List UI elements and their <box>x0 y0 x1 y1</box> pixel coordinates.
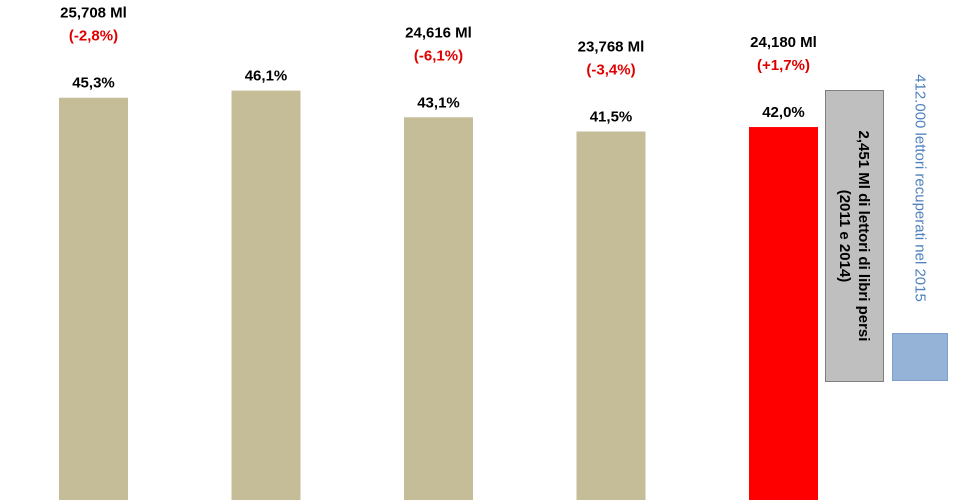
lost-readers-line1: 2,451 Ml di lettori di libri persi <box>855 130 872 342</box>
bar-value-label-5: 42,0% <box>762 104 805 121</box>
bar-2 <box>231 90 301 500</box>
bar-value-label-1: 45,3% <box>72 75 115 92</box>
bar-3 <box>404 117 473 500</box>
recovered-readers-text: 412.000 lettori recuperati nel 2015 <box>911 74 929 302</box>
bar-value-label-2: 46,1% <box>245 68 288 85</box>
lost-readers-text: 2,451 Ml di lettori di libri persi (2011… <box>835 91 873 381</box>
bar-value-label-3: 43,1% <box>417 94 460 111</box>
recovered-readers-box <box>892 333 948 381</box>
bar-readers-label-5: 24,180 Ml <box>750 34 817 51</box>
bar-1 <box>59 97 128 500</box>
bar-change-label-4: (-3,4%) <box>586 61 635 78</box>
bar-change-label-1: (-2,8%) <box>69 28 118 45</box>
bar-change-label-3: (-6,1%) <box>414 47 463 64</box>
bar-readers-label-3: 24,616 Ml <box>405 24 472 41</box>
bar-5 <box>749 127 818 500</box>
bar-readers-label-4: 23,768 Ml <box>578 38 645 55</box>
bar-value-label-4: 41,5% <box>590 108 633 125</box>
bar-4 <box>576 131 646 500</box>
lost-readers-box <box>825 90 884 382</box>
lost-readers-line2: (2011 e 2014) <box>836 189 853 283</box>
bar-change-label-5: (+1,7%) <box>757 57 810 74</box>
bar-readers-label-1: 25,708 Ml <box>60 5 127 22</box>
